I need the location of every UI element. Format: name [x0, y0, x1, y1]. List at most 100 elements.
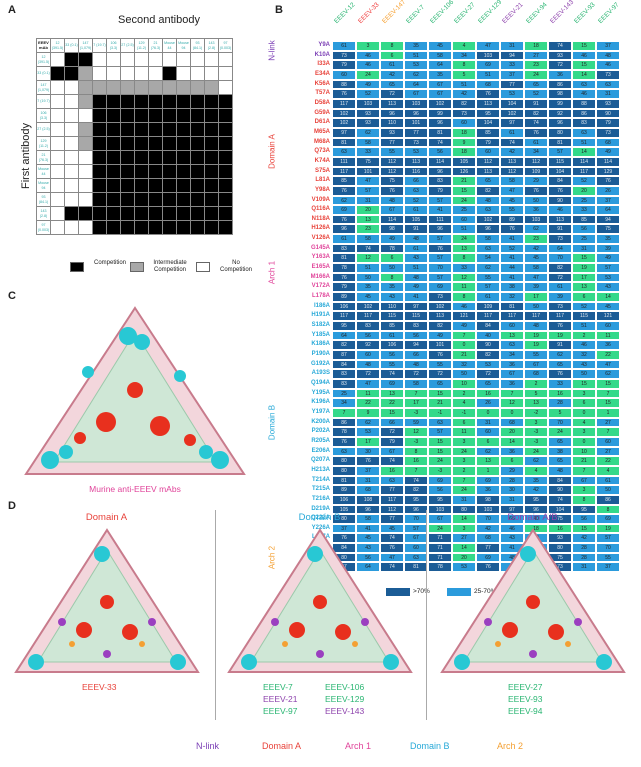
heatmap-cell: 15: [380, 407, 404, 418]
matrix-cell: [92, 206, 107, 221]
heatmap-cell: 63: [404, 552, 428, 563]
heatmap-column-header: EEEV-27: [453, 1, 477, 25]
matrix-cell: [50, 164, 65, 179]
heatmap-cell: 34: [452, 50, 476, 61]
matrix-cell: [50, 108, 65, 123]
heatmap-domain-label: Domain A: [267, 134, 277, 170]
matrix-cell: [204, 192, 219, 207]
heatmap-cell: 61: [596, 475, 620, 486]
heatmap-cell: 57: [428, 272, 452, 283]
heatmap-cell: 116: [404, 166, 428, 177]
heatmap-cell: 47: [476, 41, 500, 51]
heatmap-cell: 67: [500, 369, 524, 379]
heatmap-cell: 58: [476, 234, 500, 244]
heatmap-cell: 96: [476, 224, 500, 235]
matrix-cell: [162, 192, 177, 207]
heatmap-cell: 67: [428, 79, 452, 90]
heatmap-cell: 56: [428, 147, 452, 157]
heatmap-cell: 78: [380, 243, 404, 254]
heatmap-legend-swatch: [386, 588, 410, 596]
heatmap-cell: 84: [548, 176, 572, 186]
heatmap-row-label: I186A: [313, 302, 330, 309]
heatmap-cell: 53: [500, 89, 524, 99]
heatmap-cell: 103: [404, 98, 428, 109]
heatmap-cell: 7: [452, 330, 476, 341]
heatmap-cell: 71: [428, 552, 452, 563]
heatmap-cell: 58: [356, 137, 380, 148]
matrix-cell: [204, 108, 219, 123]
heatmap-cell: 68: [596, 137, 620, 148]
heatmap-cell: 27: [596, 446, 620, 457]
panel-b-label: B: [275, 4, 283, 16]
heatmap-row-label: K10A: [314, 51, 330, 58]
mab-label: EEEV-21: [263, 694, 298, 704]
matrix-cell: [78, 80, 93, 95]
matrix-cell: [148, 206, 163, 221]
heatmap-cell: 56: [380, 350, 404, 360]
heatmap-cell: 72: [428, 369, 452, 379]
heatmap-cell: 41: [404, 292, 428, 302]
heatmap-cell: 101: [428, 340, 452, 350]
heatmap-column-header: EEEV-12: [333, 1, 357, 25]
heatmap-cell: 89: [332, 292, 356, 302]
matrix-cell: [148, 192, 163, 207]
heatmap-cell: 35: [380, 282, 404, 293]
matrix-col-header: 93 (84.1): [190, 38, 205, 53]
heatmap-cell: 3: [524, 417, 548, 428]
heatmap-row: 80 76 74 16 24 3 13 6 62 65 21 22: [332, 456, 620, 466]
heatmap-cell: 82: [452, 98, 476, 109]
heatmap-row-label: H191A: [311, 312, 330, 319]
heatmap-cell: 61: [332, 234, 356, 244]
heatmap-cell: 1: [476, 465, 500, 476]
heatmap-cell: 79: [380, 436, 404, 447]
heatmap-cell: 43: [572, 359, 596, 370]
heatmap-cell: 54: [476, 253, 500, 264]
heatmap-cell: 129: [596, 166, 620, 177]
heatmap-cell: 43: [596, 282, 620, 293]
heatmap-cell: 95: [428, 494, 452, 505]
heatmap-cell: 117: [524, 311, 548, 322]
heatmap-cell: 68: [524, 369, 548, 379]
heatmap-row-label: R205A: [311, 437, 330, 444]
heatmap-cell: 7: [572, 465, 596, 476]
heatmap-row: 61 58 49 48 57 24 58 41 23 73 25 35: [332, 234, 620, 244]
heatmap-domain-label: Domain B: [267, 404, 277, 441]
heatmap-cell: 76: [380, 543, 404, 553]
legend-swatch: [70, 262, 84, 272]
heatmap-cell: 20: [452, 552, 476, 563]
heatmap-cell: 31: [596, 89, 620, 99]
heatmap-cell: 49: [380, 234, 404, 244]
matrix-cell: [176, 66, 191, 81]
heatmap-cell: 16: [380, 465, 404, 476]
domain-legend-item: Domain B: [410, 741, 450, 751]
heatmap-cell: 12: [500, 398, 524, 408]
matrix-cell: [64, 220, 79, 235]
heatmap-cell: 96: [404, 504, 428, 515]
heatmap-cell: 26: [596, 185, 620, 196]
matrix-cell: [64, 80, 79, 95]
heatmap-cell: 16: [476, 388, 500, 399]
heatmap-cell: 60: [476, 427, 500, 437]
heatmap-row: 764574677127684350934257: [332, 533, 620, 544]
heatmap-row: 76 13 114 105 111 60 102 89 103 113 85 94: [332, 214, 620, 225]
matrix-cell: [162, 80, 177, 95]
heatmap-cell: 46: [548, 205, 572, 215]
heatmap-cell: 15: [596, 398, 620, 408]
matrix-cell: [120, 164, 135, 179]
heatmap-cell: 20: [572, 185, 596, 196]
matrix-cell: [218, 108, 233, 123]
domain-legend-item: N-link: [196, 741, 220, 751]
heatmap-cell: 86: [572, 108, 596, 119]
matrix-cell: [134, 52, 149, 67]
heatmap-cell: 117: [332, 166, 356, 177]
heatmap-cell: 64: [548, 243, 572, 254]
heatmap-cell: 73: [452, 108, 476, 119]
heatmap-cell: 73: [548, 234, 572, 244]
matrix-cell: [50, 80, 65, 95]
matrix-cell: [162, 136, 177, 151]
heatmap-cell: 65: [548, 436, 572, 447]
heatmap-row-label: P202A: [311, 428, 330, 435]
heatmap-cell: 64: [332, 330, 356, 341]
heatmap-cell: 117: [356, 311, 380, 322]
heatmap-cell: 103: [524, 214, 548, 225]
